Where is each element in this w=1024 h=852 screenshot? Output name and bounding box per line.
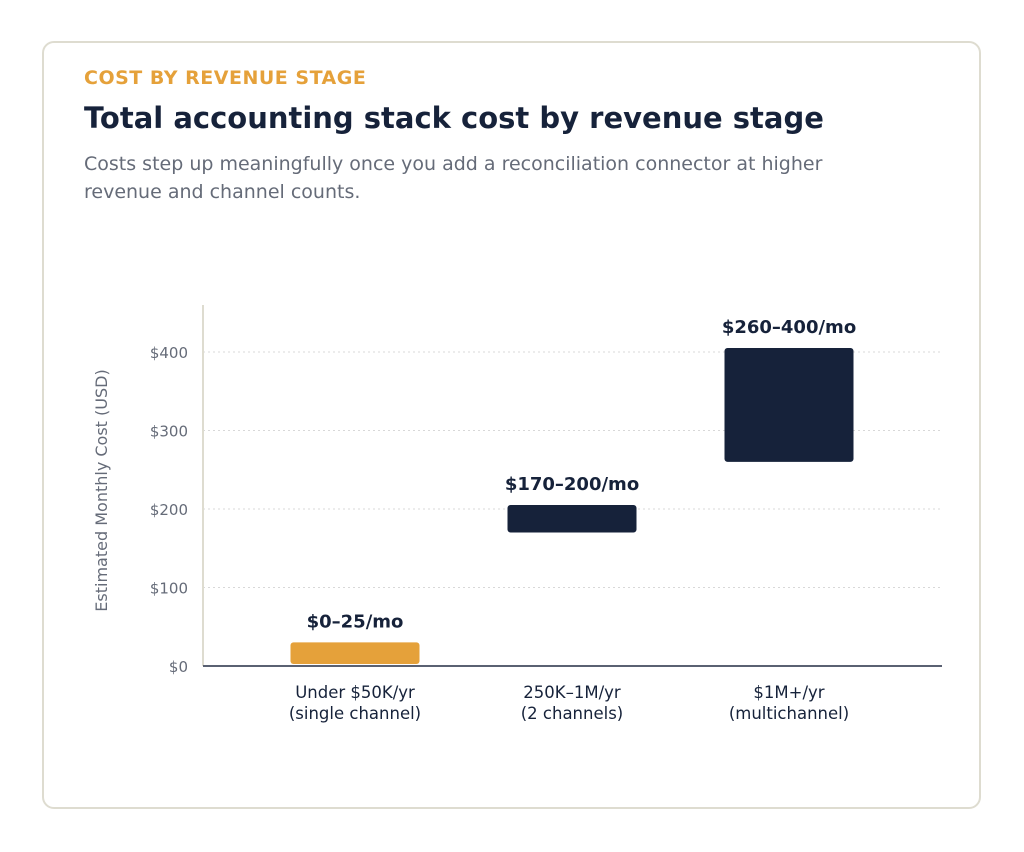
x-category-label: (2 channels) [521, 704, 624, 723]
range-value-label: $0–25/mo [307, 611, 404, 632]
eyebrow-label: COST BY REVENUE STAGE [84, 67, 367, 89]
x-category-label: $1M+/yr [753, 683, 824, 702]
chart-title: Total accounting stack cost by revenue s… [84, 101, 824, 135]
chart-subtitle: Costs step up meaningfully once you add … [84, 153, 823, 203]
y-tick-label: $300 [150, 423, 188, 441]
y-tick-label: $200 [150, 501, 188, 519]
labels: $0 $100 $200 $300 $400 Estimated Monthly Cost… [92, 317, 856, 723]
range-bar [290, 642, 420, 664]
range-bar [724, 348, 854, 462]
range-value-label: $260–400/mo [722, 317, 856, 338]
x-category-label: (multichannel) [729, 704, 849, 723]
x-category-label: Under $50K/yr [295, 683, 415, 702]
range-value-label: $170–200/mo [505, 474, 639, 495]
y-tick-label: $0 [169, 658, 188, 676]
bars [290, 348, 854, 664]
y-tick-label: $400 [150, 344, 188, 362]
x-category-label: (single channel) [289, 704, 421, 723]
y-tick-label: $100 [150, 580, 188, 598]
axes [202, 305, 942, 667]
x-category-label: 250K–1M/yr [523, 683, 621, 702]
y-axis-title: Estimated Monthly Cost (USD) [92, 369, 111, 611]
range-bar [507, 505, 637, 533]
